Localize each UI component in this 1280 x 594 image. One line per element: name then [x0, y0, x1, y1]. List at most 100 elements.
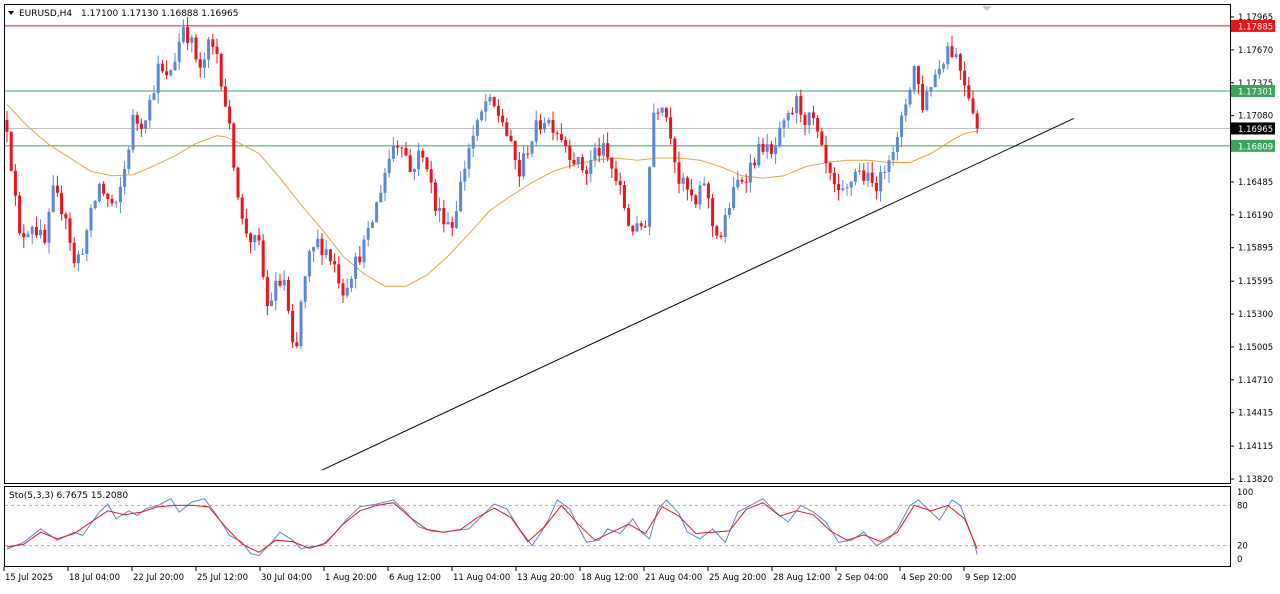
chart-shift-marker[interactable] — [982, 6, 992, 11]
candle-body — [270, 300, 274, 307]
candle-body — [921, 84, 925, 111]
candle-body — [837, 184, 841, 191]
candle-body — [408, 155, 412, 172]
price-pane[interactable] — [4, 4, 1231, 484]
candle-body — [799, 96, 803, 115]
candle-body — [744, 181, 748, 183]
stochastic-pane[interactable] — [4, 486, 1231, 567]
candle-body — [874, 182, 878, 192]
candle-body — [333, 261, 337, 265]
candle-body — [30, 226, 34, 235]
candle-body — [601, 143, 605, 156]
candle-body — [345, 287, 349, 296]
price-level-box — [1231, 85, 1275, 98]
candle-body — [635, 223, 639, 232]
candle-body — [883, 171, 887, 173]
candle-body — [732, 187, 736, 208]
candle-body — [286, 280, 290, 311]
candle-body — [282, 280, 286, 286]
candle-body — [26, 234, 30, 238]
candle-body — [803, 114, 807, 126]
candle-body — [240, 197, 244, 219]
candle-body — [223, 86, 227, 107]
candle-body — [517, 160, 521, 177]
candle-body — [177, 41, 181, 62]
candle-body — [778, 127, 782, 147]
candle-body — [244, 218, 248, 234]
candle-body — [853, 171, 857, 182]
candle-body — [757, 143, 761, 166]
candle-body — [228, 106, 232, 124]
candle-body — [627, 208, 631, 226]
candle-body — [631, 225, 635, 232]
symbol-menu-icon[interactable] — [8, 11, 14, 15]
time-tick-label: 30 Jul 04:00 — [261, 573, 312, 583]
candle-body — [190, 37, 194, 43]
candle-body — [543, 123, 547, 130]
candle-body — [265, 276, 269, 307]
candle-body — [400, 147, 404, 149]
candle-body — [76, 254, 80, 264]
price-tick-label: 1.15895 — [1238, 244, 1273, 254]
candle-body — [425, 157, 429, 170]
trendline-layer — [321, 117, 1075, 471]
candle-body — [673, 138, 677, 163]
candle-body — [828, 163, 832, 173]
candle-body — [585, 170, 589, 174]
candle-body — [421, 150, 425, 158]
candle-body — [509, 135, 513, 142]
candle-body — [291, 310, 295, 343]
candle-body — [908, 89, 912, 105]
candle-body — [467, 148, 471, 169]
candle-body — [895, 137, 899, 153]
candle-body — [18, 195, 22, 234]
candle-body — [501, 115, 505, 123]
candle-body — [765, 144, 769, 152]
stochastic-level-label: 20 — [1237, 542, 1248, 552]
candle-body — [933, 74, 937, 88]
candle-body — [152, 93, 156, 100]
candle-body — [156, 63, 160, 94]
candle-body — [610, 157, 614, 169]
stochastic-level-label: 0 — [1237, 555, 1242, 565]
candle-body — [929, 87, 933, 92]
candle-body — [404, 147, 408, 156]
candle-body — [534, 120, 538, 142]
candle-body — [349, 278, 353, 288]
candle-body — [446, 222, 450, 225]
time-tick-label: 9 Sep 12:00 — [965, 573, 1016, 583]
candle-body — [295, 342, 299, 347]
candle-body — [677, 162, 681, 184]
candle-body — [375, 202, 379, 223]
candle-body — [769, 144, 773, 154]
candle-body — [723, 214, 727, 237]
candle-body — [274, 280, 278, 301]
candle-body — [790, 113, 794, 115]
candle-body — [93, 201, 97, 209]
candle-body — [131, 114, 135, 150]
candle-body — [748, 162, 752, 183]
candle-body — [429, 169, 433, 183]
candle-body — [316, 238, 320, 248]
candle-body — [887, 160, 891, 172]
candle-body — [904, 104, 908, 116]
ohlc-values: 1.17100 1.17130 1.16888 1.16965 — [81, 9, 238, 19]
trendline[interactable] — [321, 117, 1075, 471]
price-tick-label: 1.15005 — [1238, 343, 1273, 353]
time-tick-label: 22 Jul 20:00 — [133, 573, 184, 583]
candle-body — [967, 85, 971, 99]
price-tick-label: 1.17080 — [1238, 112, 1273, 122]
time-tick-label: 25 Aug 20:00 — [709, 573, 766, 583]
candle-body — [706, 183, 710, 199]
candle-body — [207, 39, 211, 60]
candle-body — [110, 199, 114, 204]
candle-body — [139, 123, 143, 129]
candle-body — [118, 186, 122, 203]
candle-body — [664, 107, 668, 118]
candle-body — [68, 218, 72, 243]
candle-body — [526, 153, 530, 155]
candle-body — [370, 222, 374, 228]
time-tick-label: 4 Sep 20:00 — [901, 573, 952, 583]
